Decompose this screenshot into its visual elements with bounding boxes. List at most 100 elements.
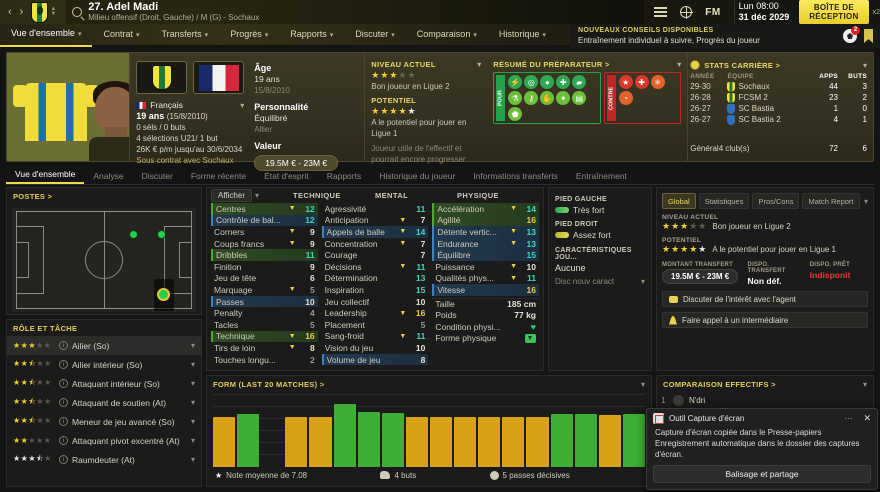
attr-row[interactable]: Concentration ▼ 7	[322, 238, 429, 250]
bookmark-icon[interactable]	[864, 29, 873, 43]
info-icon[interactable]: i	[59, 436, 68, 445]
table-row[interactable]: 26-28 FCSM 2 23 2	[690, 92, 867, 103]
menu-item-reports[interactable]: Rapports ▾	[290, 28, 334, 39]
attr-row[interactable]: Inspiration 15	[322, 284, 429, 296]
role-row-inside-forward[interactable]: ★★⯪★★ i Attaquant intérieur (So) ▾	[7, 374, 201, 393]
role-row-inside-winger[interactable]: ★★⯪★★ i Ailier intérieur (So) ▾	[7, 355, 201, 374]
hand-icon[interactable]: ✋	[540, 91, 555, 105]
chevron-down-icon[interactable]: ▾	[862, 379, 867, 389]
info-icon[interactable]: i	[59, 341, 68, 350]
form-bar[interactable]	[285, 417, 308, 467]
attr-row[interactable]: Tacles 5	[211, 319, 318, 331]
attr-row[interactable]: Jeu de tête 6	[211, 273, 318, 285]
menu-item-comparison[interactable]: Comparaison ▾	[416, 28, 477, 39]
attr-row[interactable]: Vitesse 16	[432, 284, 540, 296]
positions-title[interactable]: POSTES >	[13, 191, 53, 201]
flask-icon[interactable]: ⚗	[508, 91, 523, 105]
chevron-down-icon[interactable]: ▾	[477, 60, 482, 69]
role-row-winger-su[interactable]: ★★★★★ i Ailier (So) ▾	[7, 336, 201, 355]
clipboard-icon[interactable]: ▤	[572, 91, 587, 105]
menu-item-transfers[interactable]: Transferts ▾	[161, 28, 209, 39]
form-bar[interactable]	[357, 412, 380, 467]
attr-row[interactable]: Agressivité 11	[322, 203, 429, 215]
info-icon[interactable]: i	[59, 360, 68, 369]
badge-spinner-icon[interactable]: ▲ ▼	[50, 6, 57, 17]
tab-mindset[interactable]: État d'esprit	[264, 171, 309, 181]
attr-row[interactable]: Équilibre 15	[432, 249, 540, 261]
back-icon[interactable]: ‹	[8, 6, 12, 18]
info-icon[interactable]: i	[59, 398, 68, 407]
position-dot[interactable]	[129, 230, 138, 239]
broken-icon[interactable]: ✳	[650, 75, 665, 89]
traits-dropdown[interactable]: Disc nouv caract ▾	[555, 277, 645, 286]
menu-icon[interactable]	[654, 7, 668, 17]
menu-item-contract[interactable]: Contrat ▾	[103, 28, 140, 39]
tab-player-history[interactable]: Historique du joueur	[379, 171, 456, 181]
attr-row[interactable]: Puissance ▼ 10	[432, 261, 539, 273]
chevron-down-icon[interactable]: ▾	[240, 101, 245, 110]
ball-icon[interactable]: 2	[843, 26, 860, 43]
attr-row[interactable]: Volume de jeu 8	[321, 353, 429, 366]
attr-row[interactable]: Accélération ▼ 14	[432, 203, 540, 215]
tab-training[interactable]: Entraînement	[575, 171, 627, 181]
player-search-bar[interactable]: 27. Adel Madi Milieu offensif (Droit, Ga…	[66, 0, 645, 24]
discuss-agent-button[interactable]: Discuter de l'intérêt avec l'agent	[662, 291, 868, 307]
report-tab-proscons[interactable]: Pros/Cons	[752, 193, 800, 209]
form-bar[interactable]	[429, 417, 453, 467]
tab-recent-form[interactable]: Forme récente	[190, 171, 247, 181]
form-bar[interactable]	[405, 417, 428, 467]
menu-item-history[interactable]: Historique ▾	[498, 28, 546, 39]
advice-banner[interactable]: NOUVEAUX CONSEILS DISPONIBLES Entraîneme…	[570, 24, 880, 48]
pitch-graphic[interactable]	[12, 208, 196, 312]
markup-share-button[interactable]: Balisage et partage	[653, 465, 871, 483]
injury-icon[interactable]: ✚	[634, 75, 649, 89]
more-options-icon[interactable]: ···	[844, 413, 853, 423]
attr-row[interactable]: Tirs de loin ▼ 8	[211, 342, 318, 354]
form-bar[interactable]	[454, 417, 477, 467]
search-icon[interactable]	[72, 7, 83, 17]
club-badge-large[interactable]	[136, 61, 188, 94]
chevron-down-icon[interactable]: ▾	[862, 60, 867, 70]
role-row-wide-target-forward[interactable]: ★★★★★ i Attaquant pivot excentré (At) ▾	[7, 431, 201, 450]
chevron-down-icon[interactable]: ▾	[863, 196, 868, 206]
globe-icon[interactable]	[680, 6, 694, 19]
report-tab-global[interactable]: Global	[662, 193, 696, 209]
attr-row[interactable]: Courage 7	[322, 249, 429, 261]
chevron-down-icon[interactable]: ▾	[190, 455, 195, 464]
attr-row[interactable]: Anticipation ▼ 7	[322, 215, 429, 227]
attr-row[interactable]: Marquage ▼ 5	[211, 284, 318, 296]
attr-row[interactable]: Centres ▼ 12	[211, 203, 318, 215]
menu-item-progress[interactable]: Progrès ▾	[230, 28, 269, 39]
chevron-down-icon[interactable]: ▾	[190, 436, 195, 445]
role-row-advanced-playmaker[interactable]: ★★⯪★★ i Meneur de jeu avancé (So) ▾	[7, 412, 201, 431]
attr-row[interactable]: Passes 10	[211, 295, 318, 308]
display-filter-dropdown[interactable]: Afficher	[211, 189, 252, 202]
form-bar[interactable]	[574, 414, 597, 467]
whistle-icon[interactable]: ✦	[556, 91, 571, 105]
role-row-raumdeuter[interactable]: ★★★⯪★ i Raumdeuter (At) ▾	[7, 450, 201, 469]
form-bar[interactable]	[478, 417, 501, 467]
form-chart-title[interactable]: FORM (LAST 20 MATCHES) >	[213, 379, 325, 389]
target-icon[interactable]: ◎	[524, 75, 539, 89]
form-bar[interactable]	[622, 414, 645, 467]
comparison-title[interactable]: COMPARAISON EFFECTIFS >	[663, 379, 776, 389]
tab-reports[interactable]: Rapports	[326, 171, 362, 181]
attr-row[interactable]: Leadership ▼ 16	[322, 307, 429, 319]
role-row-support-striker[interactable]: ★★⯪★★ i Attaquant de soutien (At) ▾	[7, 393, 201, 412]
wrench-icon[interactable]: ✚	[556, 75, 571, 89]
tab-overview[interactable]: Vue d'ensemble	[6, 169, 85, 184]
chevron-down-icon[interactable]: ▾	[190, 417, 195, 426]
form-bar[interactable]	[213, 417, 236, 467]
attr-row[interactable]: Sang-froid ▼ 11	[322, 331, 429, 343]
boot-icon[interactable]: ▰	[572, 75, 587, 89]
ball-icon[interactable]: ●	[540, 75, 555, 89]
chevron-down-icon[interactable]: ▾	[190, 379, 195, 388]
form-bar[interactable]	[381, 413, 404, 467]
table-row[interactable]: 26-27 SC Bastia 2 4 1	[690, 114, 867, 125]
info-icon[interactable]: i	[59, 455, 68, 464]
list-item[interactable]: 1 N'dri	[657, 392, 873, 409]
attr-row[interactable]: Qualités phys... ▼ 11	[432, 273, 539, 285]
chevron-down-icon[interactable]: ▾	[190, 341, 195, 350]
attr-row[interactable]: Coups francs ▼ 9	[211, 238, 318, 250]
shield-icon[interactable]: ⬟	[508, 107, 523, 121]
